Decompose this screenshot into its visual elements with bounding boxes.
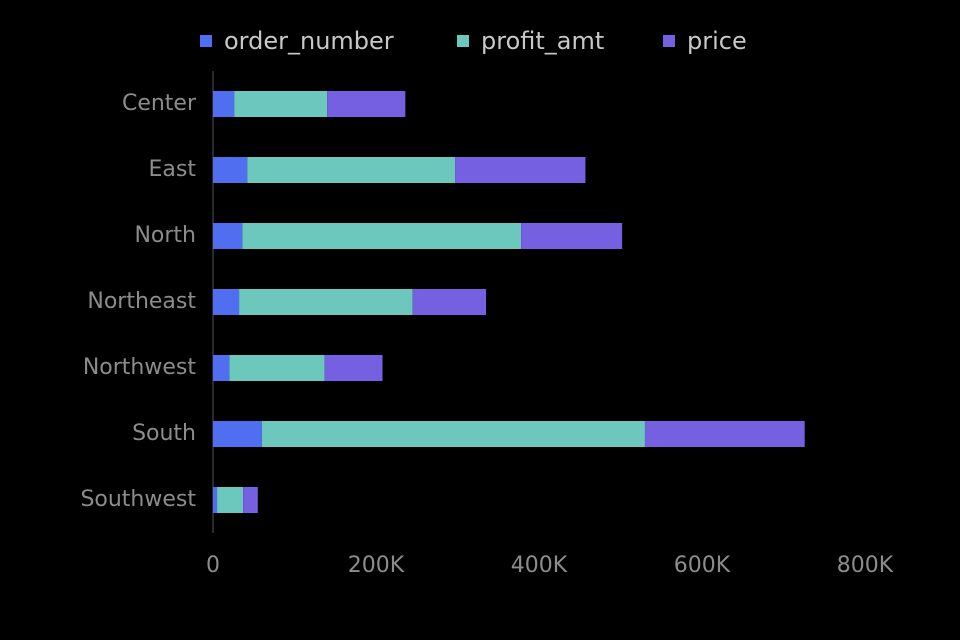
bar-segment [644, 421, 805, 447]
x-tick-label: 0 [206, 553, 220, 578]
y-tick-label: North [134, 223, 196, 248]
bar-segment [213, 223, 243, 249]
y-tick-label: Northwest [83, 355, 197, 380]
y-tick-label: South [132, 421, 196, 446]
bar-segment [239, 289, 413, 315]
bar-segment [213, 355, 230, 381]
bar-segment [213, 157, 248, 183]
x-tick-label: 200K [348, 553, 405, 578]
bar-segment [455, 157, 586, 183]
bar-segment [261, 421, 645, 447]
y-tick-label: East [149, 157, 197, 182]
bar-segment [327, 91, 406, 117]
bar-segment [213, 91, 235, 117]
bar-segment [229, 355, 325, 381]
bar-segment [217, 487, 244, 513]
bar-segment [247, 157, 456, 183]
y-tick-label: Southwest [80, 487, 196, 512]
legend-label: order_number [224, 27, 394, 55]
legend-swatch [457, 35, 469, 47]
bar-segment [243, 487, 258, 513]
legend-swatch [663, 35, 675, 47]
x-tick-label: 400K [511, 553, 568, 578]
legend-label: price [687, 27, 747, 55]
bar-segment [213, 289, 240, 315]
bar-segment [324, 355, 383, 381]
bar-segment [242, 223, 522, 249]
y-tick-label: Center [122, 91, 197, 116]
x-tick-label: 800K [837, 553, 894, 578]
y-tick-label: Northeast [87, 289, 196, 314]
bar-segment [412, 289, 487, 315]
bar-segment [213, 487, 218, 513]
legend-label: profit_amt [481, 27, 604, 55]
bar-segment [213, 421, 262, 447]
legend-swatch [200, 35, 212, 47]
bar-segment [234, 91, 328, 117]
x-tick-label: 600K [674, 553, 731, 578]
bar-segment [521, 223, 623, 249]
